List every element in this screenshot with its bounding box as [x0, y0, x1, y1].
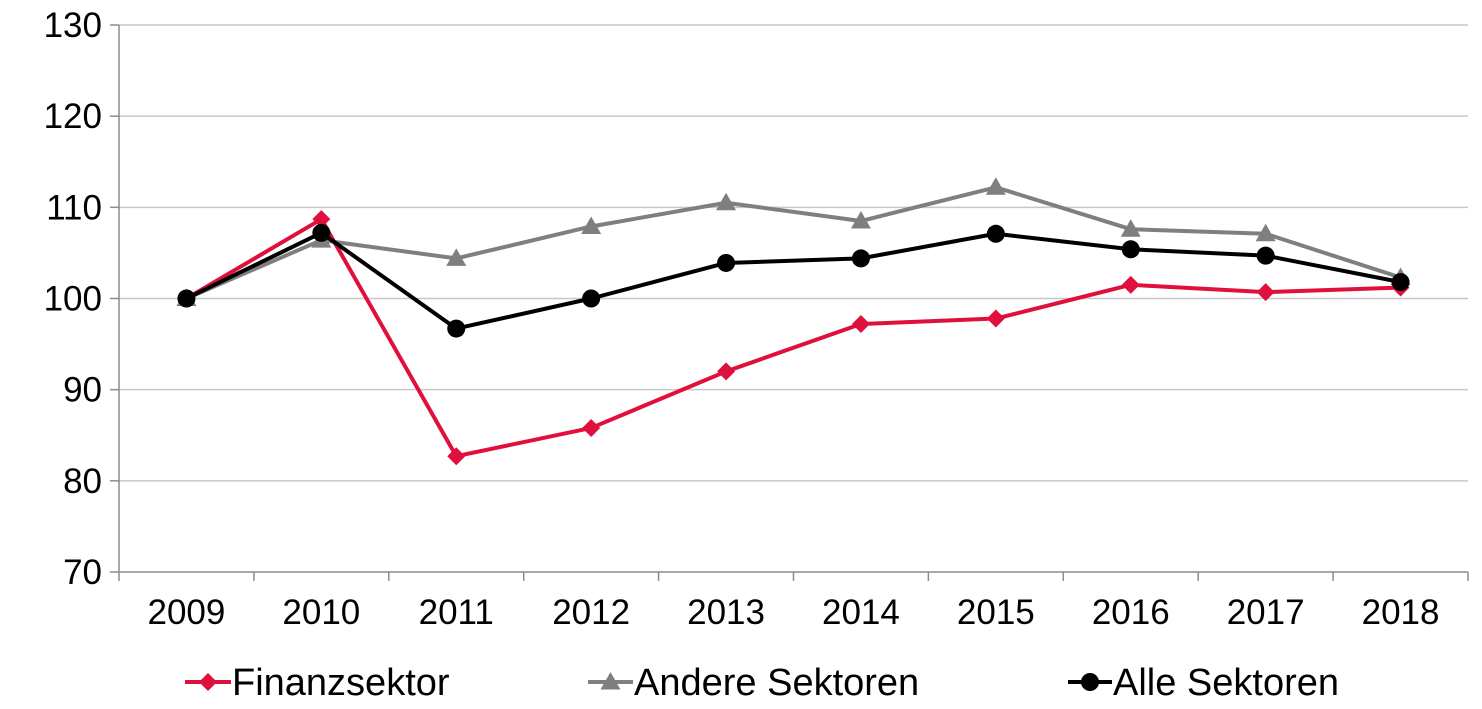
data-point-finanzsektor: [1256, 283, 1275, 302]
y-tick-label: 80: [63, 462, 102, 501]
data-point-finanzsektor: [1121, 275, 1140, 294]
data-point-andere-sektoren: [716, 192, 737, 211]
data-point-alle-sektoren: [447, 319, 466, 338]
x-tick-label: 2017: [1227, 593, 1305, 632]
legend-marker-finanzsektor: [199, 673, 217, 691]
legend-item-andere-sektoren: Andere Sektoren: [588, 662, 919, 704]
x-tick-label: 2018: [1362, 593, 1440, 632]
y-tick-label: 90: [63, 371, 102, 410]
series-group: [176, 177, 1411, 466]
y-tick-label: 120: [44, 97, 102, 136]
data-point-alle-sektoren: [1121, 240, 1140, 259]
x-tick-label: 2010: [282, 593, 360, 632]
legend-item-alle-sektoren: Alle Sektoren: [1068, 662, 1339, 704]
data-point-alle-sektoren: [717, 253, 736, 272]
x-tick-label: 2013: [687, 593, 765, 632]
data-point-finanzsektor: [582, 418, 601, 437]
data-point-finanzsektor: [312, 210, 331, 229]
data-point-alle-sektoren: [177, 289, 196, 308]
x-tick-label: 2016: [1092, 593, 1170, 632]
data-point-alle-sektoren: [312, 223, 331, 242]
data-point-andere-sektoren: [1255, 223, 1276, 242]
data-point-finanzsektor: [986, 309, 1005, 328]
x-tick-label: 2015: [957, 593, 1035, 632]
gridlines: [119, 24, 1468, 482]
data-point-finanzsektor: [851, 315, 870, 334]
legend-label-finanzsektor: Finanzsektor: [232, 662, 450, 704]
data-point-andere-sektoren: [985, 177, 1006, 195]
x-tick-label: 2009: [148, 593, 226, 632]
legend-label-alle-sektoren: Alle Sektoren: [1113, 662, 1339, 704]
y-tick-label: 130: [44, 6, 102, 45]
y-tick-label: 110: [46, 188, 102, 227]
x-tick-label: 2014: [822, 593, 900, 632]
series-line-andere-sektoren: [185, 185, 1402, 301]
data-point-alle-sektoren: [1256, 246, 1275, 265]
series-alle-sektoren: [177, 223, 1410, 338]
series-line-alle-sektoren: [185, 230, 1401, 331]
data-point-andere-sektoren: [446, 248, 467, 266]
data-point-finanzsektor: [717, 362, 736, 381]
legend-label-andere-sektoren: Andere Sektoren: [634, 662, 919, 704]
y-tick-label: 100: [44, 280, 102, 319]
data-point-alle-sektoren: [582, 289, 601, 308]
legend-marker-andere-sektoren: [600, 672, 621, 690]
x-tick-label: 2012: [552, 593, 630, 632]
legend-marker-alle-sektoren: [1081, 673, 1099, 691]
legend: Finanzsektor Andere Sektoren Alle Sektoren: [185, 662, 1339, 704]
data-point-andere-sektoren: [850, 211, 871, 229]
series-line-finanzsektor: [185, 217, 1401, 459]
axes: 70 80 90 100 110 120 130 2009 2010 2011 2012 2013 20…: [44, 6, 1469, 632]
data-point-alle-sektoren: [851, 249, 870, 268]
data-point-andere-sektoren: [581, 216, 602, 234]
data-point-andere-sektoren: [1120, 219, 1141, 237]
data-point-finanzsektor: [447, 447, 466, 466]
data-point-alle-sektoren: [1391, 273, 1410, 292]
data-point-alle-sektoren: [986, 224, 1005, 243]
y-tick-label: 70: [63, 553, 102, 592]
series-finanzsektor: [177, 210, 1410, 466]
x-tick-label: 2011: [419, 593, 494, 632]
legend-item-finanzsektor: Finanzsektor: [185, 662, 450, 704]
